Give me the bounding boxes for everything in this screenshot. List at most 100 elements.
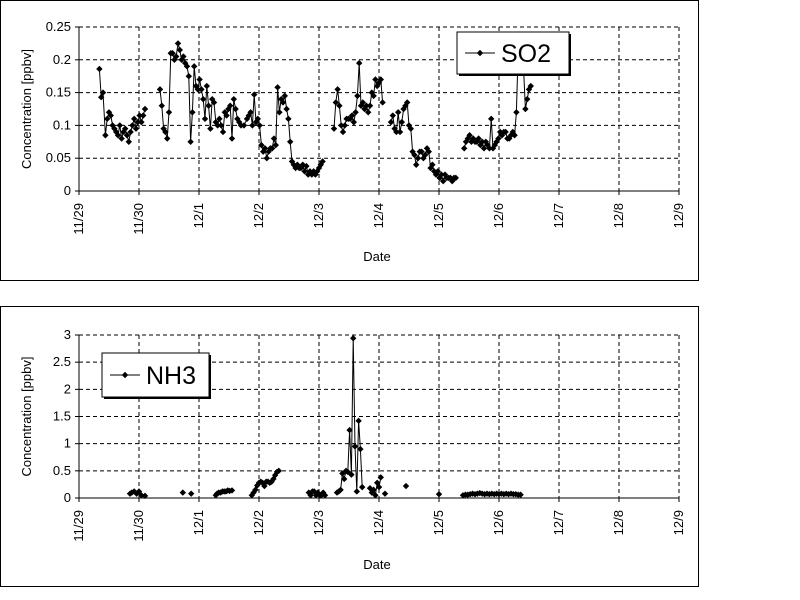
data-point-marker <box>404 99 411 106</box>
data-point-marker <box>341 122 348 129</box>
data-point-marker <box>348 112 356 119</box>
data-point-marker <box>132 125 140 132</box>
data-point-marker <box>116 122 123 129</box>
legend-label: NH3 <box>146 362 196 390</box>
y-axis-title: Concentration [ppbv] <box>19 357 34 477</box>
data-point-marker <box>339 128 347 136</box>
data-point-marker <box>527 82 534 90</box>
data-point-marker <box>285 115 292 123</box>
data-point-marker <box>134 118 141 126</box>
data-point-marker <box>162 128 169 136</box>
data-point-marker <box>122 125 129 132</box>
y-tick-label: 0.1 <box>53 117 71 132</box>
data-point-marker <box>141 492 149 500</box>
y-tick-label: 2.5 <box>53 354 71 369</box>
data-point-marker <box>173 53 180 60</box>
nh3-chart: 0 0.5 1 1.5 2 2.5 3 11/29 11/30 12/1 12/2 12/3 12/4 1… <box>19 327 686 572</box>
x-tick-label: 12/7 <box>551 203 566 228</box>
data-point-marker <box>379 99 386 106</box>
legend: NH3 <box>101 352 211 399</box>
data-point-marker <box>118 135 125 142</box>
data-point-marker <box>269 145 276 152</box>
data-point-marker <box>440 177 447 185</box>
data-point-marker <box>287 138 294 145</box>
data-point-marker <box>357 445 364 453</box>
y-tick-label: 0.15 <box>46 85 71 100</box>
series-line <box>333 63 384 134</box>
data-point-marker <box>438 171 445 178</box>
x-tick-label: 12/3 <box>311 510 326 535</box>
data-point-marker <box>136 112 143 119</box>
data-point-marker <box>125 138 132 145</box>
data-point-marker <box>387 118 395 126</box>
data-point-marker <box>99 89 107 96</box>
y-tick-label: 0.2 <box>53 52 71 67</box>
data-point-marker <box>502 128 509 136</box>
data-point-marker <box>203 82 210 90</box>
so2-chart-panel: 0 0.05 0.1 0.15 0.2 0.25 11/29 11/30 12/1 12/2 12/… <box>0 0 699 281</box>
data-point-marker <box>252 118 260 126</box>
data-point-marker <box>370 486 377 494</box>
data-point-marker <box>192 82 200 90</box>
data-point-marker <box>346 426 353 434</box>
data-point-marker <box>216 115 223 123</box>
data-point-marker <box>303 162 310 170</box>
data-point-marker <box>272 141 279 149</box>
data-point-marker <box>517 491 524 498</box>
data-point-marker <box>355 417 362 425</box>
y-tick-label: 1.5 <box>53 409 71 424</box>
data-point-marker <box>263 155 270 162</box>
y-tick-label: 0.25 <box>46 19 71 34</box>
data-point-marker <box>258 141 265 149</box>
data-point-marker <box>334 86 341 93</box>
data-point-marker <box>214 122 221 129</box>
data-point-marker <box>129 122 136 129</box>
data-point-marker <box>141 105 149 113</box>
data-point-marker <box>353 488 360 495</box>
data-point-marker <box>109 122 116 129</box>
data-point-marker <box>96 65 103 73</box>
data-point-marker <box>218 122 225 129</box>
x-axis-title: Date <box>363 249 390 264</box>
data-point-marker <box>107 112 114 119</box>
legend-marker-swatch <box>476 49 484 57</box>
data-point-marker <box>105 109 113 116</box>
data-point-marker <box>138 118 145 126</box>
data-point-marker <box>228 487 236 494</box>
data-point-marker <box>207 125 214 132</box>
data-point-marker <box>187 138 194 145</box>
so2-chart: 0 0.05 0.1 0.15 0.2 0.25 11/29 11/30 12/1 12/2 12/… <box>19 19 686 264</box>
data-point-marker <box>270 475 277 483</box>
x-tick-label: 12/3 <box>311 203 326 228</box>
y-axis-title: Concentration [ppbv] <box>19 49 34 169</box>
x-tick-label: 12/5 <box>431 510 446 535</box>
data-point-marker <box>249 122 256 129</box>
data-point-marker <box>247 109 254 116</box>
data-point-marker <box>169 50 176 57</box>
x-tick-label: 12/9 <box>671 510 686 535</box>
x-tick-label: 12/9 <box>671 203 686 228</box>
data-point-marker <box>377 76 384 83</box>
data-point-marker <box>348 471 355 478</box>
data-point-marker <box>413 161 420 168</box>
data-point-marker <box>522 105 529 113</box>
data-point-marker <box>180 53 187 60</box>
data-point-marker <box>318 492 325 499</box>
y-tick-label: 2 <box>64 381 71 396</box>
data-point-marker <box>365 109 372 116</box>
data-point-marker <box>321 492 329 499</box>
y-tick-label: 3 <box>64 327 71 342</box>
data-point-marker <box>183 63 191 70</box>
data-point-marker <box>176 46 183 54</box>
data-point-marker <box>372 492 379 499</box>
data-point-marker <box>283 105 290 113</box>
x-tick-label: 11/29 <box>71 203 86 235</box>
data-point-marker <box>156 86 164 93</box>
data-point-marker <box>194 86 201 93</box>
data-point-marker <box>370 92 377 100</box>
data-point-marker <box>127 128 134 136</box>
data-point-marker <box>196 76 203 83</box>
data-point-marker <box>357 102 365 109</box>
data-point-marker <box>227 102 234 109</box>
data-point-marker <box>251 91 258 98</box>
